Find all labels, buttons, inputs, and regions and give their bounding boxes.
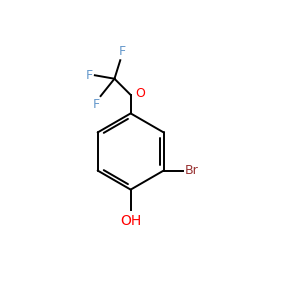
Text: F: F bbox=[92, 98, 100, 111]
Text: Br: Br bbox=[185, 164, 199, 177]
Text: F: F bbox=[85, 69, 92, 82]
Text: OH: OH bbox=[120, 214, 141, 228]
Text: F: F bbox=[119, 45, 126, 58]
Text: O: O bbox=[135, 87, 145, 100]
